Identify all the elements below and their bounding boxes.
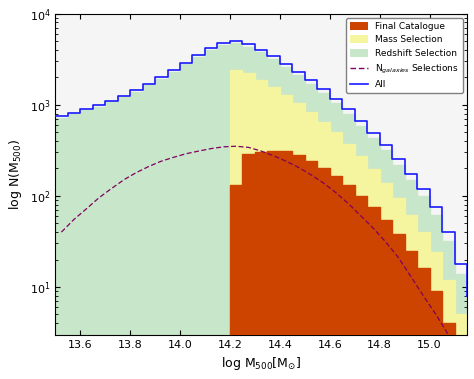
X-axis label: log M$_{500}$[M$_{\odot}$]: log M$_{500}$[M$_{\odot}$] [221,355,301,372]
Legend: Final Catalogue, Mass Selection, Redshift Selection, N$_{galaxies}$ Selections, : Final Catalogue, Mass Selection, Redshif… [346,18,463,93]
Y-axis label: log N(M$_{500}$): log N(M$_{500}$) [7,139,24,210]
